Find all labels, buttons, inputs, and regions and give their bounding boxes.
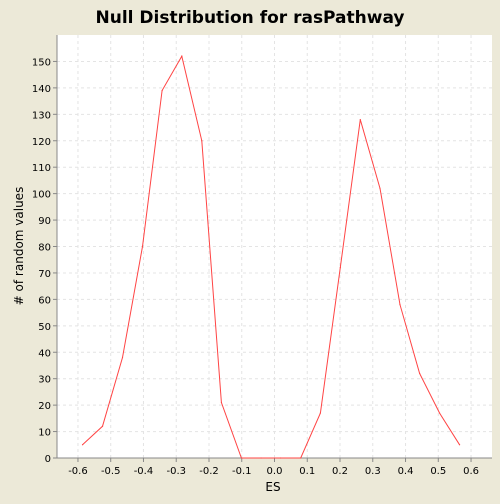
y-tick-label: 150 [32, 57, 51, 68]
data-point [300, 457, 302, 459]
x-tick-label: -0.1 [232, 466, 252, 477]
x-tick-label: 0.6 [463, 466, 479, 477]
data-point [141, 245, 144, 248]
x-tick-label: -0.5 [101, 466, 121, 477]
data-point [81, 444, 84, 446]
data-point [419, 372, 421, 374]
y-tick-label: 60 [38, 295, 51, 306]
y-tick-label: 130 [32, 110, 51, 121]
y-tick-label: 50 [38, 322, 51, 333]
y-tick-label: 30 [38, 375, 51, 386]
axes: 0 10 20 30 40 50 60 70 80 90 100 110 120 130 140 150 -0.… [32, 35, 492, 477]
x-tick-label: 0.3 [365, 466, 381, 477]
y-tick-label: 140 [32, 84, 51, 95]
data-point [319, 412, 321, 414]
x-tick-label: -0.2 [199, 466, 219, 477]
y-tick-label: 120 [32, 137, 51, 148]
data-point [161, 89, 163, 92]
y-tick-label: 90 [38, 216, 51, 227]
series-layer [81, 54, 461, 459]
data-point [339, 267, 341, 269]
y-tick-label: 20 [38, 401, 51, 412]
data-point [181, 55, 183, 57]
x-tick-label: 0.1 [299, 466, 315, 477]
y-tick-label: 40 [38, 348, 51, 359]
x-tick-label: -0.3 [166, 466, 186, 477]
data-point [101, 425, 104, 427]
y-axis-label: # of random values [12, 187, 26, 306]
y-tick-label: 110 [32, 163, 51, 174]
y-tick-label: 100 [32, 190, 51, 201]
data-point [458, 444, 461, 446]
x-tick-label: 0.0 [267, 466, 283, 477]
data-point [220, 401, 223, 404]
data-point [359, 119, 361, 121]
data-point [399, 304, 401, 306]
x-tick-label: -0.6 [68, 466, 88, 477]
data-point [438, 412, 441, 414]
data-point [379, 187, 381, 189]
data-point [280, 457, 282, 459]
x-tick-label: -0.4 [134, 466, 154, 477]
data-point [121, 356, 124, 359]
chart-title: Null Distribution for rasPathway [95, 8, 404, 28]
y-tick-label: 0 [45, 454, 51, 465]
data-point [260, 457, 262, 459]
y-tick-label: 70 [38, 269, 51, 280]
series-line [82, 54, 461, 459]
data-point [201, 140, 203, 142]
x-tick-label: 0.5 [430, 466, 446, 477]
y-tick-label: 10 [38, 428, 51, 439]
grid [57, 35, 492, 458]
data-point [240, 457, 243, 459]
y-tick-label: 80 [38, 243, 51, 254]
x-axis-label: ES [265, 480, 280, 494]
x-tick-label: 0.4 [398, 466, 414, 477]
x-tick-label: 0.2 [332, 466, 348, 477]
